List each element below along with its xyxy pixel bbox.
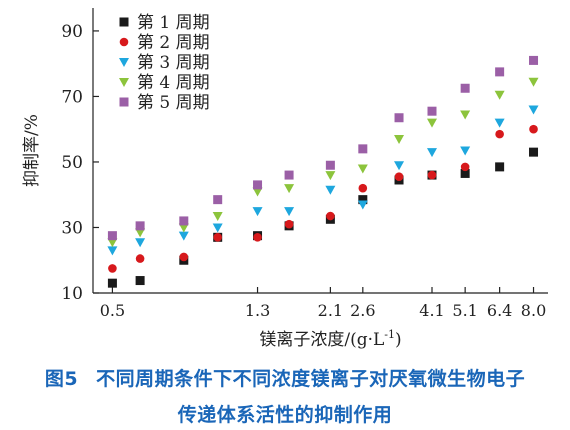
figure-caption-line1: 图5 不同周期条件下不同浓度镁离子对厌氧微生物电子 — [0, 364, 570, 391]
data-point — [212, 223, 223, 233]
legend-marker — [119, 97, 129, 107]
legend-marker — [119, 58, 129, 67]
data-point — [357, 164, 368, 174]
data-point — [460, 110, 471, 120]
data-point — [495, 129, 504, 139]
data-point — [107, 246, 118, 256]
figure-caption-line2: 传递体系活性的抑制作用 — [0, 400, 570, 427]
series-3 — [107, 105, 539, 256]
data-point — [325, 185, 336, 195]
data-point — [108, 264, 117, 273]
data-point — [284, 219, 294, 229]
series-1 — [107, 147, 539, 288]
figure-number: 图5 — [44, 368, 79, 390]
data-point — [460, 146, 471, 156]
data-point — [252, 187, 263, 197]
data-point — [135, 228, 146, 238]
data-point — [325, 171, 336, 181]
data-point — [529, 147, 539, 157]
data-point — [212, 212, 223, 222]
chart-svg: 10 30 50 70 90 0.5 1.3 2.1 2.6 4.1 5.1 6.4 8.0 抑制率/% 镁… — [22, 8, 548, 350]
x-tick-label: 8.0 — [521, 301, 546, 320]
x-tick-label: 0.5 — [100, 301, 125, 320]
legend-label: 第 4 周期 — [137, 73, 210, 93]
x-tick-label: 2.6 — [350, 301, 375, 320]
y-tick-label: 10 — [61, 284, 83, 304]
legend: 第 1 周期第 2 周期第 3 周期第 4 周期第 5 周期 — [119, 13, 210, 113]
x-tick-label: 1.3 — [245, 301, 270, 320]
data-point — [135, 276, 145, 286]
data-point — [529, 124, 538, 134]
legend-label: 第 5 周期 — [137, 93, 210, 113]
data-point — [460, 83, 470, 93]
data-point — [427, 170, 437, 180]
data-point — [357, 200, 368, 210]
data-point — [326, 211, 335, 221]
data-point — [213, 233, 222, 242]
data-point — [460, 168, 470, 178]
x-axis-title: 镁离子浓度/(g·L-1) — [259, 328, 401, 350]
data-point — [107, 238, 118, 248]
figure-title-line1: 不同周期条件下不同浓度镁离子对厌氧微生物电子 — [96, 368, 526, 390]
legend-label: 第 2 周期 — [137, 33, 210, 53]
series-2 — [108, 124, 538, 273]
data-point — [394, 161, 405, 171]
legend-marker — [119, 17, 129, 27]
data-point — [528, 77, 539, 87]
data-point — [179, 216, 189, 226]
legend-marker — [119, 37, 129, 47]
data-point — [358, 183, 368, 193]
legend-marker — [119, 78, 129, 87]
data-point — [213, 195, 223, 205]
data-point — [325, 160, 335, 170]
data-point — [135, 254, 145, 263]
data-point — [135, 221, 145, 231]
data-point — [394, 113, 404, 123]
data-point — [495, 67, 505, 77]
data-point — [284, 184, 295, 194]
data-point — [107, 278, 117, 288]
series-4 — [107, 77, 539, 248]
figure-title-line2: 传递体系活性的抑制作用 — [177, 404, 393, 426]
data-point — [107, 231, 117, 241]
data-point — [426, 148, 437, 158]
x-axis-title-unit-exponent: -1 — [384, 328, 395, 341]
x-tick-label: 4.1 — [419, 301, 444, 320]
data-point — [427, 106, 437, 116]
data-point — [494, 90, 505, 100]
data-point — [394, 135, 405, 145]
data-point — [394, 172, 404, 182]
data-point — [426, 118, 437, 128]
data-point — [358, 195, 368, 205]
y-tick-label: 70 — [61, 87, 83, 107]
data-point — [529, 55, 539, 65]
data-point — [253, 180, 263, 190]
x-tick-label: 2.1 — [318, 301, 343, 320]
y-tick-label: 90 — [61, 22, 83, 42]
legend-label: 第 1 周期 — [137, 13, 210, 33]
series-5 — [107, 55, 539, 241]
data-point — [179, 252, 189, 262]
data-point — [460, 162, 470, 172]
legend-label: 第 3 周期 — [137, 53, 210, 73]
data-point — [135, 238, 146, 248]
data-point — [284, 170, 294, 180]
x-axis-title-main: 镁离子浓度/(g·L — [259, 330, 384, 350]
x-axis-title-close: ) — [395, 330, 402, 350]
x-tick-label: 5.1 — [452, 301, 477, 320]
data-point — [358, 144, 368, 154]
data-point — [494, 118, 505, 128]
scatter-chart: 10 30 50 70 90 0.5 1.3 2.1 2.6 4.1 5.1 6.4 8.0 抑制率/% 镁… — [22, 8, 548, 350]
data-point — [528, 105, 539, 115]
data-point — [284, 207, 295, 217]
x-tick-label: 6.4 — [487, 301, 512, 320]
data-point — [178, 231, 189, 241]
data-point — [252, 207, 263, 217]
y-tick-label: 30 — [61, 218, 83, 238]
data-point — [495, 162, 505, 172]
y-axis-title: 抑制率/% — [22, 114, 42, 187]
data-point — [253, 233, 262, 242]
data-point — [178, 223, 189, 233]
y-tick-label: 50 — [61, 153, 83, 173]
